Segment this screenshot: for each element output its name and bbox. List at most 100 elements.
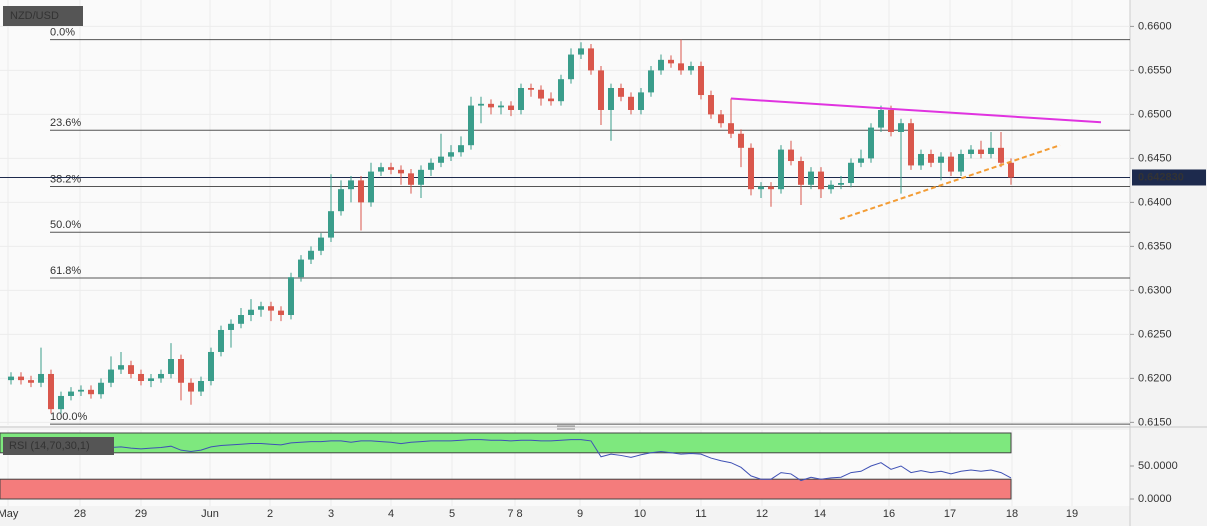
candle-body [48, 373, 54, 410]
candle-body [328, 211, 334, 238]
candle-body [818, 171, 824, 190]
x-tick-label: 2 [267, 508, 273, 520]
overbought-zone [0, 432, 1012, 454]
candle-body [428, 162, 434, 170]
y-tick-label: 0.6450 [1138, 152, 1172, 164]
candle-body [338, 189, 344, 212]
candle-body [598, 70, 604, 110]
candle-body [608, 87, 614, 110]
candle-body [538, 89, 544, 99]
candle-body [28, 380, 34, 383]
candle-body [198, 381, 204, 392]
y-tick-label: 0.6250 [1138, 328, 1172, 340]
x-tick-label: 7 8 [507, 508, 522, 520]
y-tick-label: 0.6400 [1138, 196, 1172, 208]
candle-body [878, 109, 884, 128]
x-tick-label: 28 [74, 508, 86, 520]
candle-body [798, 161, 804, 185]
x-tick-label: 19 [1066, 508, 1078, 520]
candle-body [158, 373, 164, 379]
chart-title: NZD/USD [10, 10, 59, 22]
x-tick-label: 9 [577, 508, 583, 520]
candle-body [568, 54, 574, 80]
price-pane [0, 0, 1130, 426]
candle-body [708, 95, 714, 115]
candle-body [808, 171, 814, 185]
y-tick-label: 0.6550 [1138, 64, 1172, 76]
candle-body [218, 329, 224, 352]
rsi-line [10, 439, 1012, 482]
candle-body [908, 123, 914, 166]
candle-body [868, 127, 874, 159]
candle-body [518, 87, 524, 110]
candle-body [358, 180, 364, 203]
last-price-box [1132, 169, 1206, 186]
candle-body [378, 167, 384, 172]
candle-body [38, 373, 44, 383]
candle-body [268, 306, 274, 311]
y-tick-label: 0.6500 [1138, 108, 1172, 120]
candle-body [438, 156, 444, 163]
fib-label: 38.2% [50, 173, 81, 185]
x-tick-label: 3 [328, 508, 334, 520]
symbol-box [3, 6, 83, 26]
candle-body [18, 376, 24, 381]
candle-body [478, 103, 484, 106]
x-tick-label: Jun [201, 508, 219, 520]
candle-body [248, 309, 254, 316]
candle-body [628, 96, 634, 110]
fib-label: 100.0% [50, 411, 88, 423]
x-tick-label: May [0, 508, 19, 520]
candle-body [758, 186, 764, 190]
x-tick-label: 14 [814, 508, 826, 520]
fib-label: 0.0% [50, 27, 75, 39]
candle-body [858, 158, 864, 163]
candle-body [188, 382, 194, 392]
candle-body [528, 87, 534, 90]
candle-body [668, 59, 674, 64]
fib-label: 61.8% [50, 265, 81, 277]
candle-body [648, 70, 654, 93]
price-axis [1130, 0, 1207, 526]
candle-body [918, 153, 924, 166]
candle-body [178, 359, 184, 383]
candle-body [208, 351, 214, 382]
candle-body [68, 391, 74, 396]
candle-body [318, 237, 324, 251]
candle-body [488, 103, 494, 108]
y-tick-label: 0.6150 [1138, 416, 1172, 428]
candle-body [718, 114, 724, 124]
y-tick-label: 0.6200 [1138, 372, 1172, 384]
candle-body [678, 63, 684, 71]
candle-body [468, 105, 474, 146]
candle-body [1008, 162, 1014, 178]
y-tick-label: 0.6350 [1138, 240, 1172, 252]
candle-body [238, 315, 244, 324]
candle-body [938, 156, 944, 163]
x-tick-label: 18 [1006, 508, 1018, 520]
candle-body [258, 306, 264, 310]
candle-body [228, 323, 234, 330]
candle-body [408, 173, 414, 185]
candle-body [748, 147, 754, 190]
oversold-zone [0, 478, 1012, 500]
candle-body [698, 65, 704, 96]
candle-body [78, 389, 84, 392]
candle-body [848, 162, 854, 184]
candle-body [898, 123, 904, 132]
candle-body [688, 65, 694, 71]
candle-body [368, 171, 374, 203]
fib-label: 50.0% [50, 219, 81, 231]
candle-body [728, 123, 734, 134]
candle-body [588, 48, 594, 71]
candle-body [828, 184, 834, 190]
candle-body [98, 382, 104, 395]
trendline [730, 97, 1102, 124]
rsi-tick-label: 50.0000 [1138, 460, 1178, 472]
candle-body [298, 259, 304, 278]
rsi-label: RSI (14,70,30,1) [9, 440, 90, 452]
x-tick-label: 11 [695, 508, 706, 520]
candle-body [118, 365, 124, 370]
